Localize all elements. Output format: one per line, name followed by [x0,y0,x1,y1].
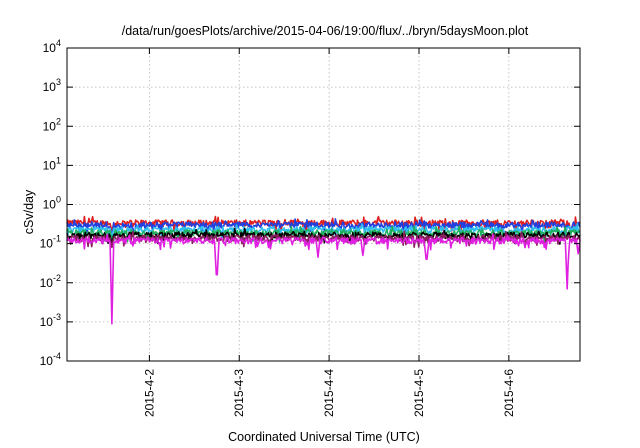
series-line [66,215,581,234]
x-tick-label: 2015-4-2 [142,369,156,417]
x-tick-label: 2015-4-4 [322,369,336,417]
series-layer [66,215,581,325]
chart-title: /data/run/goesPlots/archive/2015-04-06/1… [122,24,529,38]
y-tick-label: 102 [43,116,61,133]
x-tick-label: 2015-4-5 [412,369,426,417]
y-tick-label: 103 [43,77,61,94]
x-axis-label: Coordinated Universal Time (UTC) [228,430,420,444]
x-tick-label: 2015-4-6 [502,369,516,417]
y-tick-label: 10-2 [40,273,61,290]
y-tick-label: 104 [43,38,61,55]
y-tick-label: 10-3 [40,312,61,329]
series-line [66,222,581,239]
x-tick-label: 2015-4-3 [232,369,246,417]
y-tick-label: 100 [43,195,61,212]
x-axis: 2015-4-2 2015-4-3 2015-4-4 2015-4-5 2015-4-6 [142,48,516,417]
y-tick-label: 101 [43,155,61,172]
y-axis-label: cSv/day [22,189,36,234]
grid [67,48,580,361]
y-tick-label: 10-1 [40,234,61,251]
y-tick-label: 10-4 [40,351,61,368]
series-line [66,233,581,325]
y-axis: 10-4 10-3 10-2 10-1 100 101 102 103 104 [40,38,580,368]
